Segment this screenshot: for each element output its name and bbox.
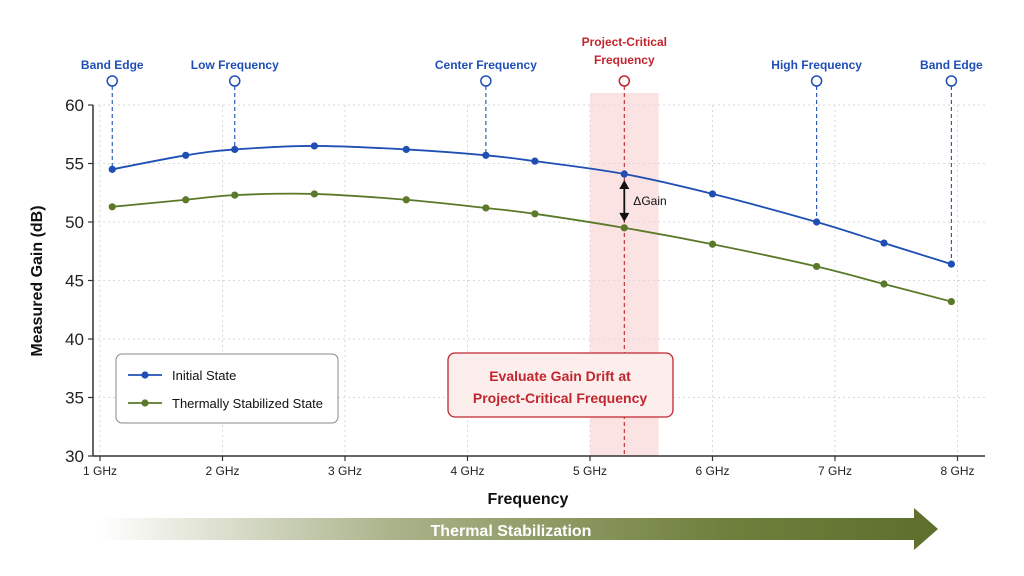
x-axis-title: Frequency [488,491,569,508]
data-point [402,196,410,204]
data-point [813,218,821,226]
marker-label: Low Frequency [191,58,279,72]
y-tick-label: 40 [65,330,84,349]
thermal-arrow-shape [100,508,938,550]
marker-label: Center Frequency [435,58,537,72]
marker-circle [229,75,241,87]
axes-layer: 30 35 40 45 50 55 60 1 GHz 2 GHz 3 GHz 4 GHz 5 GHz 6… [29,96,985,508]
x-tick-label: 6 GHz [695,464,729,478]
data-point [310,190,318,198]
delta-gain-label: ΔGain [633,194,666,208]
marker-label-line: Project-Critical [582,35,667,49]
thermal-arrow-label: Thermal Stabilization [431,523,592,540]
callout-line-1: Evaluate Gain Drift at [489,368,631,384]
data-point [482,204,490,212]
x-tick-label: 3 GHz [328,464,362,478]
x-tick-label: 2 GHz [205,464,239,478]
marker-circle [480,75,492,87]
marker-label: Band Edge [920,58,983,72]
data-point [531,210,539,218]
y-tick-label: 60 [65,96,84,115]
marker-label-line: Frequency [594,53,655,67]
data-point [620,170,628,178]
legend-entry: Thermally Stabilized State [172,396,323,411]
y-tick-label: 50 [65,213,84,232]
data-point [880,239,888,247]
marker-circle [106,75,118,87]
marker-label: Project-Critical Frequency [582,35,667,67]
data-point [182,151,190,159]
data-point [182,196,190,204]
data-point [947,260,955,268]
legend-box [115,353,339,424]
data-point [231,145,239,154]
series-line-stabilized [112,192,952,303]
data-point [108,203,116,211]
data-point [231,191,239,199]
y-axis-title: Measured Gain (dB) [29,205,46,356]
marker-label: High Frequency [771,58,862,72]
y-tick-label: 35 [65,389,84,408]
annotation-layer: Band Edge Low Frequency Center Frequency Pr… [81,35,983,456]
data-point [620,224,628,232]
data-point [947,297,955,306]
data-point [880,280,888,288]
data-point [108,165,116,173]
data-point [708,240,717,248]
y-tick-label: 55 [65,155,84,174]
x-tick-label: 7 GHz [818,464,852,478]
thermal-stabilization-arrow: Thermal Stabilization [100,508,938,550]
data-point [813,262,821,271]
series-layer [108,142,955,306]
callout-line-2: Project-Critical Frequency [473,390,647,406]
marker-circle [810,75,823,87]
data-point [482,151,490,159]
data-point [402,145,410,154]
y-tick-label: 30 [65,447,84,466]
data-point [531,157,539,165]
y-tick-label: 45 [65,272,84,291]
callout-box [447,352,674,418]
legend-entry: Initial State [172,368,236,383]
legend-swatch-dot [141,399,149,407]
callout: Evaluate Gain Drift at Project-Critical F… [447,352,674,418]
legend: Initial State Thermally Stabilized State [115,353,339,424]
marker-circle [618,75,631,87]
marker-label: Band Edge [81,58,144,72]
data-point [310,142,318,150]
x-tick-label: 1 GHz [83,464,117,478]
x-tick-label: 4 GHz [450,464,484,478]
data-point [708,190,717,198]
x-tick-label: 8 GHz [940,464,974,478]
delta-gain-arrowhead-up [619,180,630,190]
delta-gain-arrowhead-down [619,212,630,222]
x-tick-label: 5 GHz [573,464,607,478]
legend-swatch-dot [141,371,149,379]
marker-circle [945,75,958,87]
